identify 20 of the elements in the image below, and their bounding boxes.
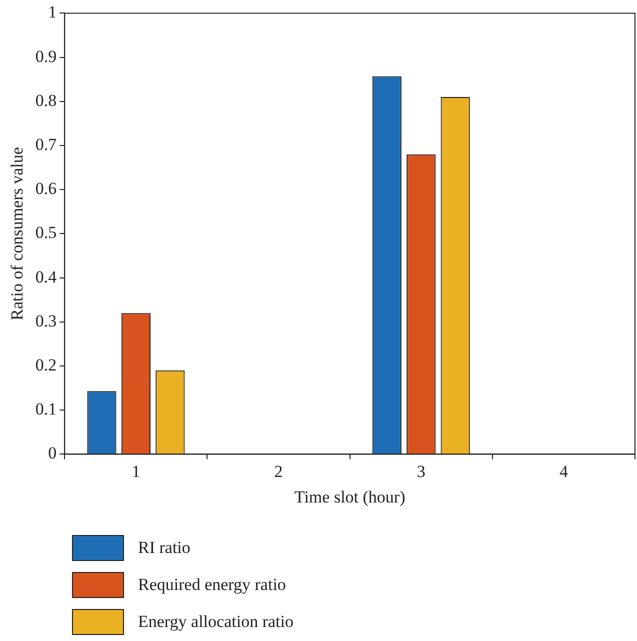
y-tick-label: 0.2: [35, 355, 57, 374]
y-tick-label: 0.4: [35, 267, 58, 286]
y-tick-label: 0.1: [35, 400, 57, 419]
legend-label: RI ratio: [138, 538, 190, 558]
x-tick-label: 3: [416, 462, 426, 481]
x-axis-title: Time slot (hour): [294, 487, 406, 506]
y-tick-label: 0.3: [35, 311, 57, 330]
x-tick-label: 2: [274, 462, 283, 481]
y-tick-label: 0.8: [35, 90, 57, 110]
x-tick-label: 1: [132, 462, 140, 481]
y-axis-title: Ratio of consumers value: [8, 147, 27, 320]
y-tick-label: 0.7: [35, 134, 58, 154]
x-tick-label: 4: [559, 462, 568, 481]
y-tick-label: 0.9: [35, 46, 57, 66]
legend-label: Energy allocation ratio: [138, 612, 294, 632]
y-tick-label: 0.6: [35, 179, 57, 198]
y-tick-label: 0: [48, 444, 57, 463]
legend-label: Required energy ratio: [138, 575, 286, 595]
y-tick-label: 1: [48, 2, 57, 22]
y-tick-label: 0.5: [35, 223, 57, 242]
